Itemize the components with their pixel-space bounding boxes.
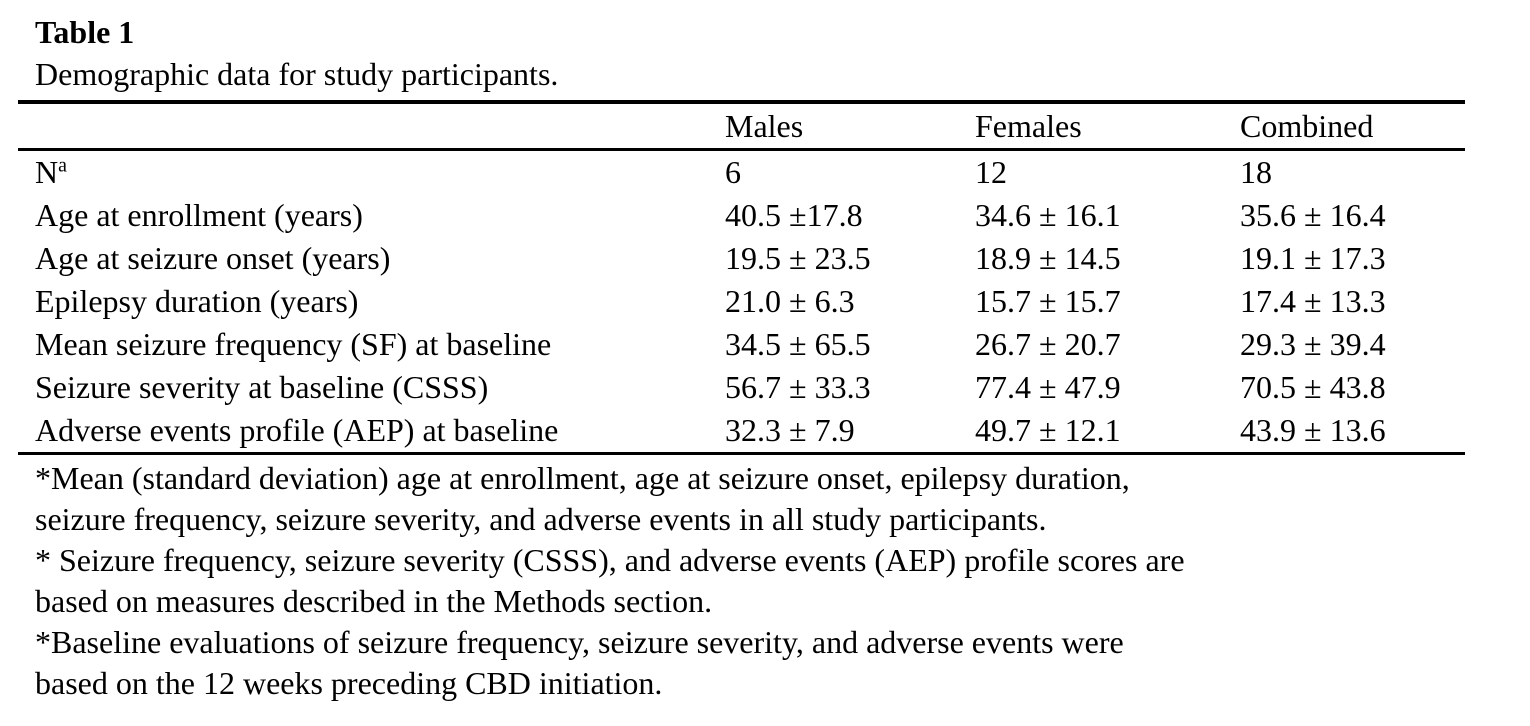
row-label: Epilepsy duration (years) [18,280,725,323]
row-label-text: N [35,154,59,190]
table-caption: Demographic data for study participants. [35,56,559,92]
cell-combined: 35.6 ± 16.4 [1240,194,1465,237]
cell-males: 19.5 ± 23.5 [725,237,975,280]
row-label: Seizure severity at baseline (CSSS) [18,366,725,409]
cell-value: 19.1 ± 17.3 [1240,240,1386,276]
row-label: Age at seizure onset (years) [18,237,725,280]
cell-females: 18.9 ± 14.5 [975,237,1240,280]
row-label: Age at enrollment (years) [18,194,725,237]
cell-value: 18.9 ± 14.5 [975,240,1121,276]
footnote-line-5: *Baseline evaluations of seizure frequen… [35,624,1124,660]
table-row-age-seizure-onset: Age at seizure onset (years) 19.5 ± 23.5… [18,237,1465,280]
table-row-epilepsy-duration: Epilepsy duration (years) 21.0 ± 6.3 15.… [18,280,1465,323]
cell-value: 49.7 ± 12.1 [975,412,1121,448]
cell-value: 29.3 ± 39.4 [1240,326,1386,362]
cell-value: 34.6 ± 16.1 [975,197,1121,233]
cell-combined: 70.5 ± 43.8 [1240,366,1465,409]
cell-females: 12 [975,150,1240,195]
cell-value: 70.5 ± 43.8 [1240,369,1386,405]
footnote-line-3: * Seizure frequency, seizure severity (C… [35,542,1185,578]
table-header-row: Males Females Combined [18,102,1465,150]
cell-value: 6 [725,154,741,190]
cell-value: 34.5 ± 65.5 [725,326,871,362]
cell-value: 19.5 ± 23.5 [725,240,871,276]
row-label-text: Age at seizure onset (years) [35,240,391,276]
table-title: Table 1 [35,14,135,50]
column-header-males: Males [725,107,804,144]
row-label-text: Adverse events profile (AEP) at baseline [35,412,559,448]
cell-value: 32.3 ± 7.9 [725,412,855,448]
cell-females: 34.6 ± 16.1 [975,194,1240,237]
footnote-marker-a: a [58,154,67,177]
footnote-line-2: seizure frequency, seizure severity, and… [35,501,1047,537]
cell-males: 21.0 ± 6.3 [725,280,975,323]
cell-value: 18 [1240,154,1272,190]
footnote-line-1: *Mean (standard deviation) age at enroll… [35,460,1130,496]
cell-combined: 29.3 ± 39.4 [1240,323,1465,366]
row-label-text: Age at enrollment (years) [35,197,363,233]
cell-males: 34.5 ± 65.5 [725,323,975,366]
cell-females: 15.7 ± 15.7 [975,280,1240,323]
cell-males: 40.5 ±17.8 [725,194,975,237]
row-label-text: Mean seizure frequency (SF) at baseline [35,326,552,362]
cell-combined: 43.9 ± 13.6 [1240,409,1465,454]
demographics-table: Males Females Combined Na 6 12 18 Age at… [18,100,1465,455]
column-header-empty [18,102,725,150]
column-header-females: Females [975,107,1082,144]
cell-value: 43.9 ± 13.6 [1240,412,1386,448]
footnote-line-6: based on the 12 weeks preceding CBD init… [35,665,663,701]
cell-males: 6 [725,150,975,195]
table-row-adverse-events: Adverse events profile (AEP) at baseline… [18,409,1465,454]
cell-value: 35.6 ± 16.4 [1240,197,1386,233]
row-label-text: Epilepsy duration (years) [35,283,359,319]
cell-value: 15.7 ± 15.7 [975,283,1121,319]
cell-males: 56.7 ± 33.3 [725,366,975,409]
table-row-age-enrollment: Age at enrollment (years) 40.5 ±17.8 34.… [18,194,1465,237]
cell-combined: 18 [1240,150,1465,195]
cell-combined: 19.1 ± 17.3 [1240,237,1465,280]
cell-value: 77.4 ± 47.9 [975,369,1121,405]
table-row-n: Na 6 12 18 [18,150,1465,195]
cell-value: 56.7 ± 33.3 [725,369,871,405]
cell-males: 32.3 ± 7.9 [725,409,975,454]
row-label-text: Seizure severity at baseline (CSSS) [35,369,489,405]
footnote-line-4: based on measures described in the Metho… [35,583,713,619]
cell-combined: 17.4 ± 13.3 [1240,280,1465,323]
table-footnotes: *Mean (standard deviation) age at enroll… [35,458,1185,704]
row-label: Mean seizure frequency (SF) at baseline [18,323,725,366]
cell-value: 40.5 ±17.8 [725,197,863,233]
row-label: Na [18,150,725,195]
cell-females: 49.7 ± 12.1 [975,409,1240,454]
cell-value: 21.0 ± 6.3 [725,283,855,319]
cell-females: 77.4 ± 47.9 [975,366,1240,409]
cell-value: 12 [975,154,1007,190]
cell-value: 17.4 ± 13.3 [1240,283,1386,319]
table-row-seizure-severity: Seizure severity at baseline (CSSS) 56.7… [18,366,1465,409]
table-row-seizure-frequency: Mean seizure frequency (SF) at baseline … [18,323,1465,366]
row-label: Adverse events profile (AEP) at baseline [18,409,725,454]
column-header-combined: Combined [1240,107,1374,144]
cell-value: 26.7 ± 20.7 [975,326,1121,362]
cell-females: 26.7 ± 20.7 [975,323,1240,366]
